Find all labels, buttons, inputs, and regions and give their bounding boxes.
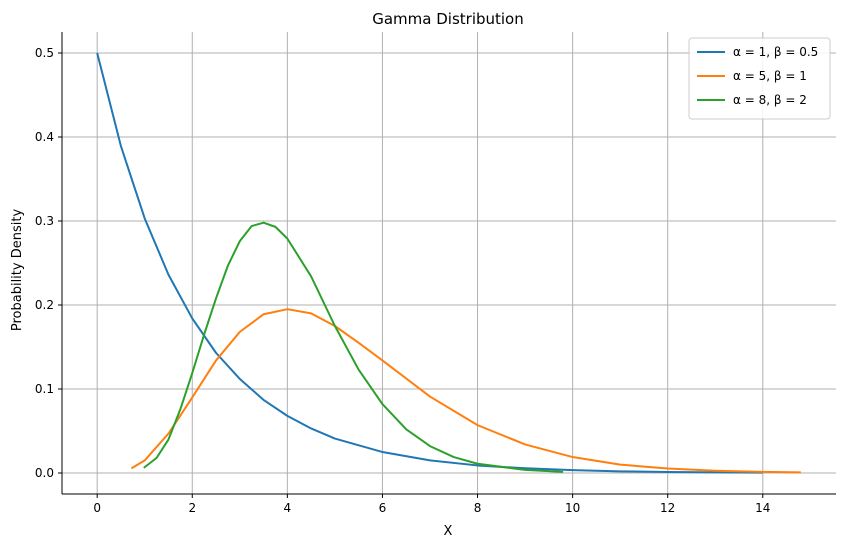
x-tick-label: 14 xyxy=(755,501,770,515)
x-tick-label: 12 xyxy=(660,501,675,515)
x-tick-label: 4 xyxy=(284,501,292,515)
y-tick-label: 0.4 xyxy=(35,130,54,144)
x-axis-label: X xyxy=(444,524,453,539)
y-tick-label: 0.0 xyxy=(35,466,54,480)
series-lines xyxy=(96,52,801,474)
y-axis-label: Probability Density xyxy=(10,209,25,332)
x-tick-label: 10 xyxy=(565,501,580,515)
series-line-1 xyxy=(96,52,763,474)
x-tick-label: 6 xyxy=(379,501,387,515)
x-tick-label: 2 xyxy=(188,501,196,515)
axes xyxy=(61,32,836,495)
legend-label-1: α = 1, β = 0.5 xyxy=(733,45,818,59)
legend-label-3: α = 8, β = 2 xyxy=(733,93,807,107)
x-tick-label: 8 xyxy=(474,501,482,515)
chart-title: Gamma Distribution xyxy=(372,10,524,28)
series-line-2 xyxy=(130,308,801,474)
ticks: 0 2 4 6 8 10 12 14 0.0 0.1 0.2 0.3 0.4 0.5 xyxy=(35,46,771,515)
x-tick-label: 0 xyxy=(93,501,101,515)
y-tick-label: 0.1 xyxy=(35,382,54,396)
series-line-3 xyxy=(143,221,564,473)
y-tick-label: 0.3 xyxy=(35,214,54,228)
y-tick-label: 0.5 xyxy=(35,46,54,60)
legend-box xyxy=(688,37,831,120)
legend-label-2: α = 5, β = 1 xyxy=(733,69,807,83)
y-tick-label: 0.2 xyxy=(35,298,54,312)
legend: α = 1, β = 0.5 α = 5, β = 1 α = 8, β = 2 xyxy=(688,37,831,120)
